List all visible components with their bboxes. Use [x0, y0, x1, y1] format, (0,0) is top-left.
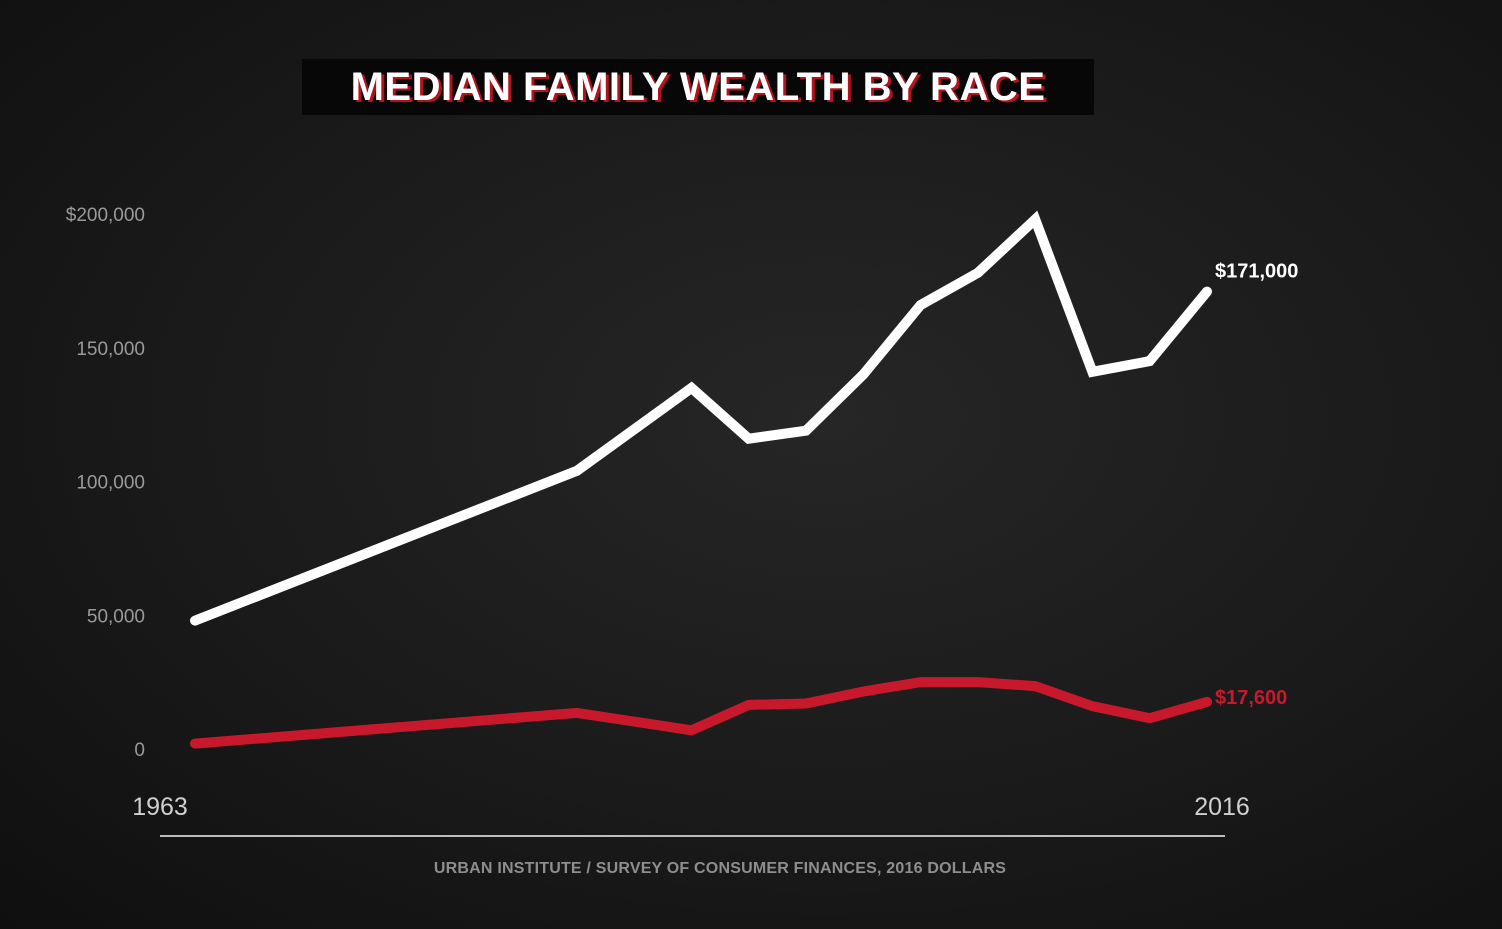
source-note: URBAN INSTITUTE / SURVEY OF CONSUMER FIN… [434, 860, 1006, 877]
x-end-label: 2016 [1194, 793, 1250, 821]
series-line-white [190, 210, 1212, 626]
x-start-label: 1963 [132, 793, 188, 821]
y-tick-label: $200,000 [66, 205, 145, 226]
series-line-red [190, 677, 1212, 749]
end-value-label-white: $171,000 [1215, 261, 1298, 283]
y-tick-label: 150,000 [76, 339, 145, 360]
chart-title: MEDIAN FAMILY WEALTH BY RACE [350, 64, 1046, 109]
title-banner: MEDIAN FAMILY WEALTH BY RACE [302, 59, 1094, 115]
y-tick-label: 50,000 [87, 606, 145, 627]
end-value-label-red: $17,600 [1215, 687, 1287, 709]
y-tick-label: 100,000 [76, 473, 145, 494]
y-tick-label: 0 [134, 740, 145, 761]
